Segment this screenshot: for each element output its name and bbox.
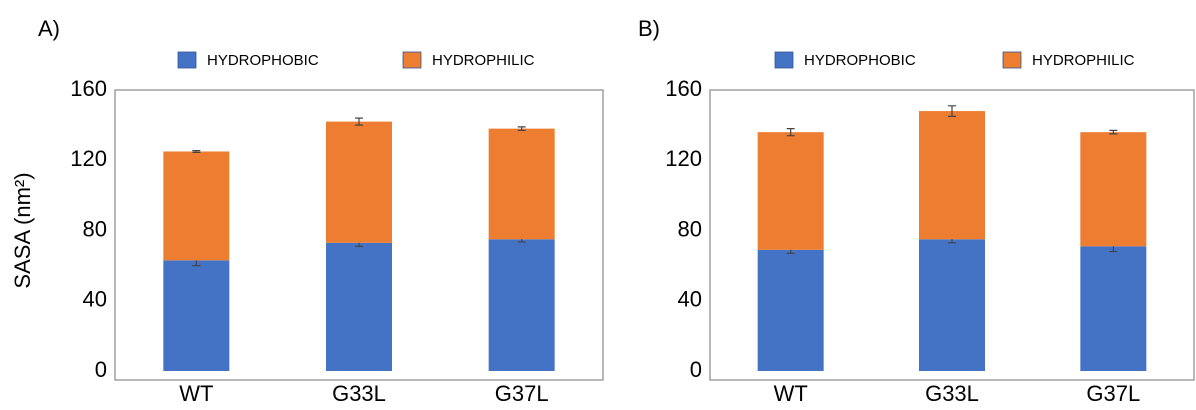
y-axis-label: SASA (nm²): [10, 172, 35, 288]
y-tick-label: 80: [83, 216, 107, 241]
x-tick-label: G33L: [332, 381, 386, 406]
plot-frame: [114, 89, 604, 381]
x-tick-label: G37L: [1086, 381, 1140, 406]
legend-label: HYDROPHILIC: [1032, 52, 1135, 69]
error-bar: [948, 105, 956, 117]
legend-swatch: [774, 51, 794, 69]
x-tick-label: G33L: [925, 381, 979, 406]
legend-label: HYDROPHOBIC: [207, 52, 319, 69]
legend-label: HYDROPHILIC: [432, 52, 535, 69]
error-bar: [192, 149, 201, 153]
bar-segment: [488, 128, 555, 240]
y-tick-label: 120: [70, 146, 107, 171]
bar-segment: [1080, 132, 1147, 247]
bar-segment: [326, 242, 392, 371]
bar-segment: [757, 132, 824, 250]
y-tick-label: 80: [678, 216, 702, 241]
error-bar: [786, 128, 795, 137]
bar-segment: [163, 151, 230, 261]
bar-segment: [326, 121, 392, 243]
plot-frame: [709, 89, 1195, 381]
bar-segment: [488, 239, 555, 371]
bar-segment: [1080, 246, 1147, 371]
y-tick-label: 120: [665, 146, 702, 171]
panel-label: A): [38, 16, 60, 41]
y-tick-label: 0: [690, 357, 702, 382]
error-bar: [355, 117, 363, 126]
panel-label: B): [638, 16, 660, 41]
x-tick-label: G37L: [495, 381, 549, 406]
y-tick-label: 40: [678, 287, 702, 312]
legend-swatch: [402, 51, 422, 69]
y-tick-label: 40: [83, 287, 107, 312]
error-bar: [517, 126, 526, 131]
bar-segment: [163, 260, 230, 371]
bar-segment: [757, 249, 824, 371]
y-tick-label: 0: [95, 357, 107, 382]
bar-segment: [919, 111, 985, 240]
error-bar: [1109, 129, 1118, 135]
bar-segment: [919, 239, 985, 371]
legend-swatch: [1002, 51, 1022, 69]
y-tick-label: 160: [70, 76, 107, 101]
legend-swatch: [177, 51, 197, 69]
x-tick-label: WT: [774, 381, 808, 406]
legend-label: HYDROPHOBIC: [804, 52, 916, 69]
x-tick-label: WT: [179, 381, 213, 406]
y-tick-label: 160: [665, 76, 702, 101]
